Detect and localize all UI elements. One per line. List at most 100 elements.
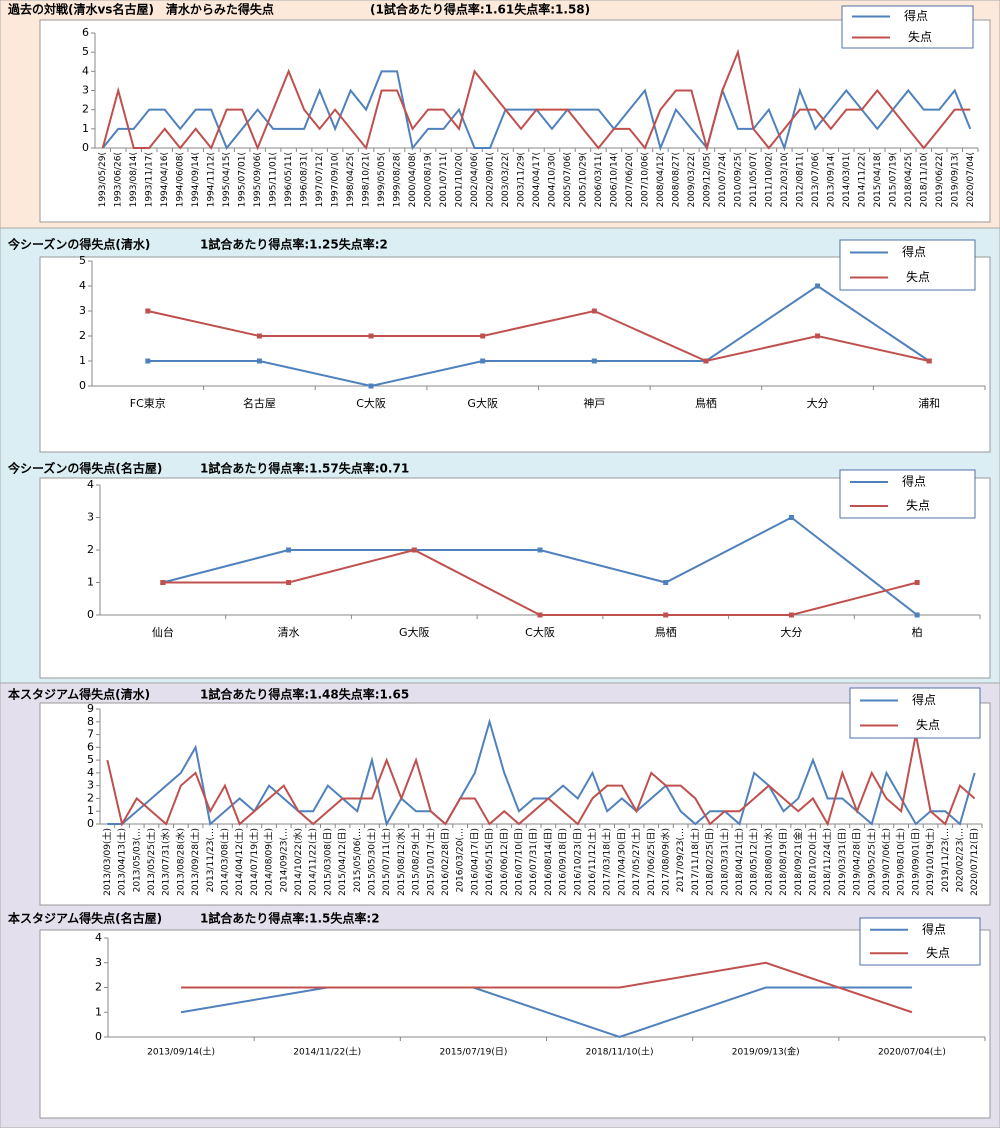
x-tick-label: 2018/11/24(土) — [821, 828, 833, 896]
x-tick-label: 2005/10/29( — [578, 152, 588, 207]
x-tick-label: 2020/02/23(… — [955, 828, 965, 892]
x-tick-label: 2015/10/17(土) — [424, 828, 436, 896]
x-tick-label: 鳥栖 — [655, 625, 677, 639]
x-tick-label: 2000/04/08( — [408, 152, 418, 207]
x-tick-label: 2013/05/03(… — [132, 828, 142, 892]
series-line — [180, 986, 912, 1039]
x-tick-label: 2016/07/10(日) — [513, 828, 524, 896]
x-tick-label: 2019/10/19(土) — [924, 828, 936, 896]
legend-label: 得点 — [902, 244, 926, 259]
x-tick-label: 2013/04/13(土) — [116, 828, 128, 896]
x-tick-label: 2014/11/22(土) — [307, 828, 319, 896]
x-tick-label: 2009/03/22( — [687, 152, 697, 207]
x-tick-label: 2001/10/20( — [455, 152, 465, 207]
x-tick-label: 2015/05/06(… — [353, 828, 363, 892]
x-tick-label: 2004/04/17( — [532, 152, 542, 207]
x-tick-label: 2017/06/25(日) — [646, 828, 657, 896]
x-tick-label: 2019/06/22( — [935, 152, 945, 207]
x-tick-label: 柏 — [912, 625, 923, 639]
x-tick-label: 2016/06/12(日) — [499, 828, 510, 896]
x-tick-label: 2008/08/27( — [671, 152, 681, 207]
x-tick-label: 2018/04/25( — [904, 152, 914, 207]
y-tick-label: 3 — [87, 779, 94, 792]
point — [160, 580, 166, 585]
point — [815, 333, 821, 339]
x-tick-label: 2015/05/30(土) — [365, 828, 377, 896]
y-tick-label: 5 — [87, 753, 94, 766]
chart-subtitle: 1試合あたり得点率:1.57失点率:0.71 — [200, 461, 409, 476]
x-tick-label: 神戸 — [583, 396, 605, 410]
x-tick-label: C大阪 — [356, 396, 386, 410]
x-tick-label: 2018/08/19(日) — [778, 828, 789, 896]
y-tick-label: 2 — [82, 103, 89, 116]
y-tick-label: 6 — [82, 26, 89, 39]
x-tick-label: 2012/03/10( — [780, 152, 790, 207]
x-tick-label: 2006/10/14( — [609, 152, 619, 207]
x-tick-label: 仙台 — [152, 625, 174, 639]
y-tick-label: 5 — [82, 45, 89, 58]
x-tick-label: 2017/03/18(土) — [601, 828, 613, 896]
x-tick-label: 1993/06/26( — [114, 152, 124, 207]
chart-subtitle: 1試合あたり得点率:1.48失点率:1.65 — [200, 687, 409, 702]
x-tick-label: 1995/11/01( — [269, 152, 279, 207]
legend-box — [839, 239, 976, 291]
point — [537, 547, 543, 553]
x-tick-label: 浦和 — [918, 397, 940, 410]
y-tick-label: 3 — [87, 511, 94, 524]
x-tick-label: 2015/07/19(日) — [439, 1047, 507, 1058]
x-tick-label: 2002/09/01( — [486, 152, 496, 207]
chart-title: 本スタジアム得失点(名古屋) — [8, 911, 162, 926]
x-tick-label: 2016/10/23(日) — [572, 828, 583, 896]
x-tick-label: 2019/07/06(土) — [880, 828, 892, 896]
legend-label: 得点 — [904, 8, 928, 23]
y-tick-label: 7 — [87, 728, 94, 741]
x-tick-label: 2016/11/12(土) — [586, 828, 598, 896]
x-tick-label: 2010/09/25( — [733, 152, 743, 207]
x-tick-label: 2017/09/23(… — [676, 828, 686, 892]
x-tick-label: 1998/10/21( — [362, 152, 372, 207]
x-tick-label: 2006/03/11( — [594, 152, 604, 207]
x-tick-label: 2020/07/04( — [966, 152, 976, 207]
x-tick-label: 2015/03/08(日) — [322, 828, 333, 896]
chart-box — [39, 702, 991, 906]
x-tick-label: 2016/02/28(日) — [440, 828, 451, 896]
point — [411, 547, 417, 553]
x-tick-label: 2014/09/23(… — [279, 828, 289, 892]
x-tick-label: 1997/09/10( — [331, 152, 341, 207]
series-line — [106, 734, 976, 827]
legend-label: 失点 — [908, 29, 932, 44]
y-tick-label: 4 — [87, 766, 94, 779]
point — [480, 333, 486, 339]
x-tick-label: 2019/09/13(金) — [732, 1046, 800, 1058]
x-tick-label: 2015/08/29(土) — [410, 828, 422, 896]
x-tick-label: 2013/05/25(土) — [145, 828, 157, 896]
x-tick-label: C大阪 — [525, 625, 555, 639]
chart-subtitle: 1試合あたり得点率:1.25失点率:2 — [200, 237, 388, 252]
x-tick-label: 1998/04/25( — [346, 152, 356, 207]
x-tick-label: 1999/05/05( — [377, 152, 387, 207]
y-tick-label: 0 — [79, 379, 86, 392]
y-tick-label: 0 — [87, 817, 94, 830]
y-tick-label: 2 — [87, 543, 94, 556]
x-tick-label: 2013/09/14(土) — [147, 1046, 215, 1058]
x-tick-label: 1996/08/31( — [300, 152, 310, 207]
x-tick-label: 2012/08/11( — [795, 152, 805, 207]
x-tick-label: 2017/05/27(土) — [630, 828, 642, 896]
point — [703, 358, 709, 364]
x-tick-label: 2011/05/07( — [749, 152, 759, 207]
x-tick-label: 2016/05/15(日) — [484, 828, 495, 896]
x-tick-label: 2014/03/01( — [842, 152, 852, 207]
x-tick-label: 2017/04/30(日) — [616, 828, 627, 896]
x-tick-label: 2013/03/09(土) — [101, 828, 113, 896]
y-tick-label: 2 — [95, 981, 102, 994]
chart-box — [39, 477, 991, 679]
y-tick-label: 1 — [95, 1005, 102, 1018]
chart-title: 本スタジアム得失点(清水) — [8, 687, 150, 702]
x-tick-label: 1993/08/14( — [129, 152, 139, 207]
legend-label: 得点 — [922, 921, 946, 936]
x-tick-label: 2018/03/31(土) — [718, 828, 730, 896]
point — [256, 333, 262, 339]
x-tick-label: 2007/06/20( — [625, 152, 635, 207]
chart-box — [39, 256, 991, 453]
y-tick-label: 1 — [87, 804, 94, 817]
